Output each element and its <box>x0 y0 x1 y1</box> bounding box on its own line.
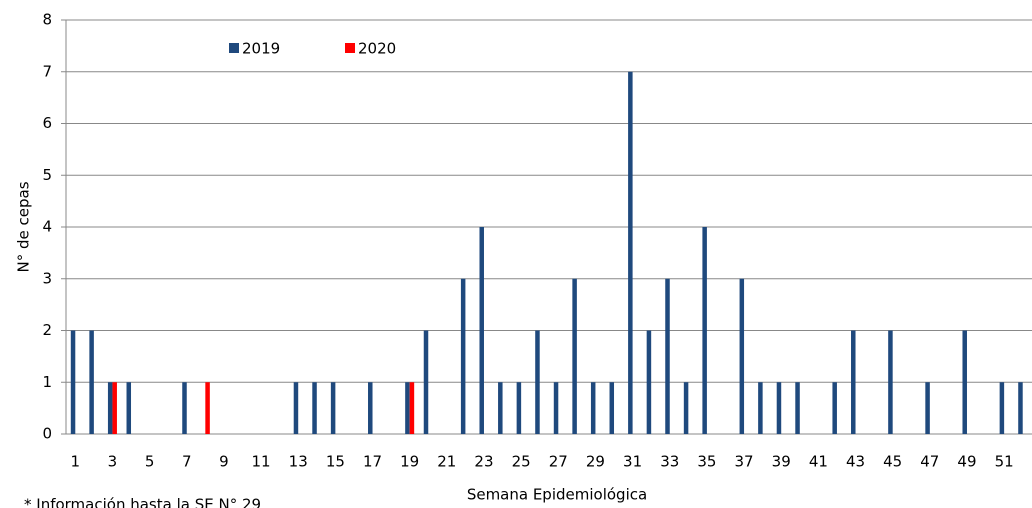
bar <box>851 330 856 434</box>
bar <box>535 330 540 434</box>
x-tick-label: 37 <box>735 453 754 471</box>
bar <box>962 330 967 434</box>
x-tick-label: 41 <box>809 453 828 471</box>
x-tick-label: 35 <box>697 453 716 471</box>
bar <box>888 330 893 434</box>
x-tick-label: 49 <box>957 453 976 471</box>
y-tick-label: 1 <box>42 373 52 391</box>
bar <box>683 382 689 434</box>
x-tick-label: 51 <box>995 453 1014 471</box>
x-tick-label: 47 <box>920 453 939 471</box>
x-tick-label: 33 <box>660 453 679 471</box>
bar <box>182 382 187 434</box>
bar <box>702 227 707 434</box>
bar <box>999 382 1005 434</box>
bar <box>112 382 117 434</box>
y-tick-label: 8 <box>42 11 52 29</box>
x-tick-label: 13 <box>289 453 308 471</box>
x-tick-label: 43 <box>846 453 865 471</box>
legend-label: 2019 <box>242 40 280 58</box>
note: * Información hasta la SE N° 29 <box>24 496 261 508</box>
x-tick-label: 1 <box>71 453 81 471</box>
bar <box>739 278 745 434</box>
y-axis-label: N° de cepas <box>15 181 33 272</box>
x-axis-label: Semana Epidemiológica <box>467 486 647 504</box>
bar <box>312 382 317 434</box>
x-tick-label: 11 <box>252 453 271 471</box>
bar <box>423 330 429 434</box>
x-tick-label: 17 <box>363 453 382 471</box>
bar <box>795 382 800 434</box>
legend-swatch <box>229 43 239 53</box>
bar <box>460 278 466 434</box>
bar <box>205 382 210 434</box>
bar <box>479 227 484 434</box>
bar <box>126 382 132 434</box>
bar <box>832 382 837 434</box>
bar <box>70 330 76 434</box>
bar <box>646 330 652 434</box>
bar <box>405 382 410 434</box>
x-tick-label: 25 <box>512 453 531 471</box>
bar <box>590 382 596 434</box>
bar <box>776 382 782 434</box>
legend-swatch <box>345 43 355 53</box>
bar <box>498 382 503 434</box>
x-tick-label: 5 <box>145 453 155 471</box>
x-tick-label: 15 <box>326 453 345 471</box>
y-tick-label: 6 <box>42 114 52 132</box>
y-tick-label: 7 <box>42 62 52 80</box>
bar <box>89 330 94 434</box>
x-tick-label: 21 <box>437 453 456 471</box>
bar <box>516 382 522 434</box>
x-tick-label: 19 <box>400 453 419 471</box>
bar <box>107 382 113 434</box>
bar <box>665 278 670 434</box>
y-tick-label: 5 <box>42 166 52 184</box>
x-tick-label: 31 <box>623 453 642 471</box>
y-tick-label: 0 <box>42 425 52 443</box>
legend-label: 2020 <box>358 40 396 58</box>
bar <box>368 382 373 434</box>
bar <box>293 382 299 434</box>
x-tick-label: 29 <box>586 453 605 471</box>
x-tick-label: 23 <box>474 453 493 471</box>
x-tick-label: 7 <box>182 453 192 471</box>
x-tick-label: 45 <box>883 453 902 471</box>
y-tick-label: 4 <box>42 218 52 236</box>
bar <box>553 382 559 434</box>
x-tick-label: 27 <box>549 453 568 471</box>
bar <box>572 278 577 434</box>
bar <box>1018 382 1023 434</box>
bar <box>330 382 336 434</box>
x-tick-label: 9 <box>219 453 229 471</box>
bar <box>758 382 763 434</box>
bar <box>925 382 930 434</box>
bar <box>409 382 415 434</box>
x-tick-label: 3 <box>108 453 118 471</box>
y-tick-label: 2 <box>42 321 52 339</box>
bar <box>609 382 615 434</box>
bar <box>628 71 633 434</box>
y-tick-label: 3 <box>42 269 52 287</box>
x-tick-label: 39 <box>772 453 791 471</box>
